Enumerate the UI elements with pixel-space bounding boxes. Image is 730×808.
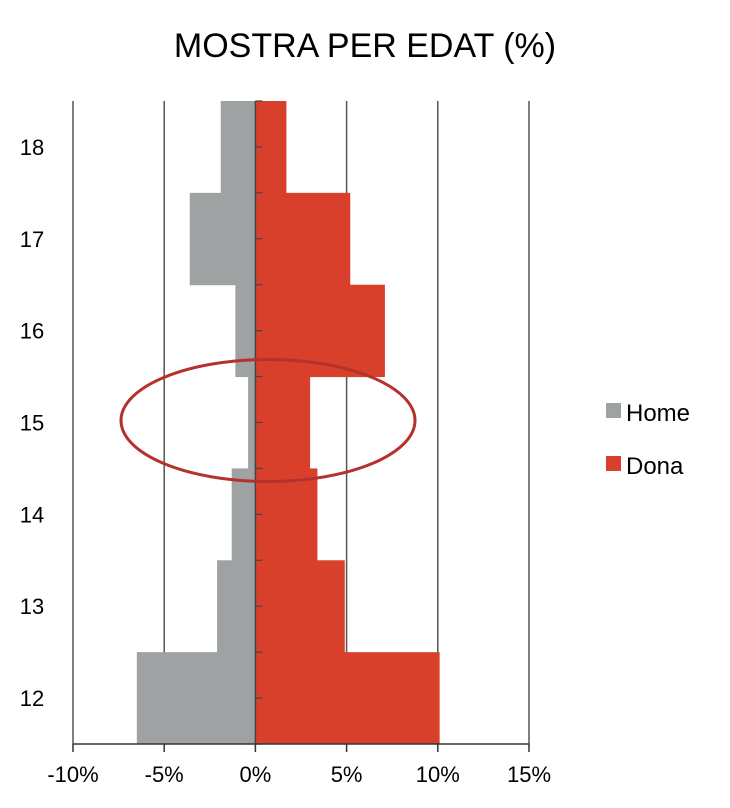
highlight-ellipse [119, 358, 417, 483]
x-tick-label: 0% [240, 762, 272, 787]
bar-dona-17 [255, 192, 351, 286]
x-tick-label: -10% [47, 762, 98, 787]
legend-label-dona: Dona [626, 453, 684, 480]
bar-home-12 [136, 652, 256, 745]
bar-home-18 [220, 101, 256, 194]
x-tick-label: 5% [331, 762, 363, 787]
legend-swatch-dona [606, 456, 621, 471]
bar-home-13 [217, 560, 256, 653]
bar-dona-14 [255, 468, 318, 561]
bar-home-14 [231, 468, 256, 561]
bar-home-17 [189, 192, 256, 286]
y-tick-label: 15 [20, 411, 44, 436]
y-tick-label: 16 [20, 319, 44, 344]
bar-dona-12 [255, 652, 440, 745]
y-tick-label: 12 [20, 686, 44, 711]
y-tick-label: 18 [20, 135, 44, 160]
y-tick-label: 14 [20, 502, 44, 527]
y-tick-label: 17 [20, 227, 44, 252]
chart-title: MOSTRA PER EDAT (%) [174, 27, 556, 65]
bar-home-15 [248, 376, 256, 469]
y-tick-label: 13 [20, 594, 44, 619]
x-tick-label: 10% [416, 762, 460, 787]
x-tick-label: -5% [145, 762, 184, 787]
plot-area: -10% -5% 0% 5% 10% 15% 12 13 14 15 16 17 18 [20, 100, 551, 787]
legend-swatch-home [606, 403, 621, 418]
bar-home-16 [235, 284, 256, 378]
legend: Home Dona [606, 400, 690, 480]
bar-dona-15 [255, 376, 311, 469]
bar-dona-16 [255, 284, 385, 378]
bar-dona-13 [255, 560, 345, 653]
x-tick-label: 15% [507, 762, 551, 787]
legend-label-home: Home [626, 400, 690, 427]
